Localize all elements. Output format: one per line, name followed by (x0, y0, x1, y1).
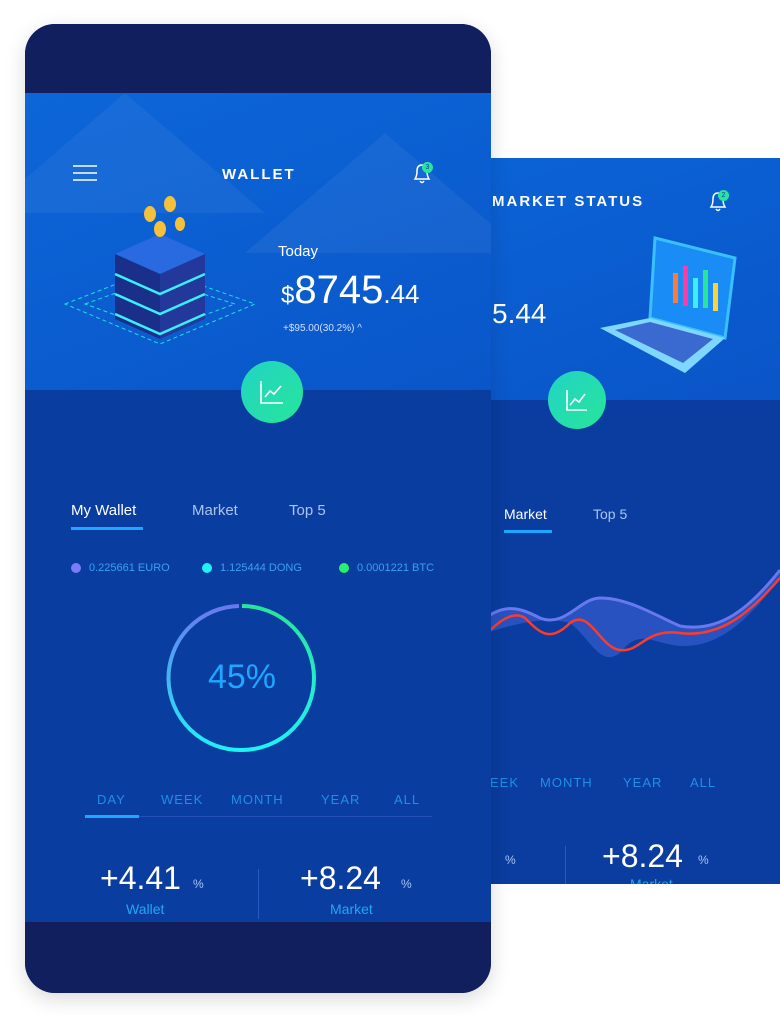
stat-market-label: Market (630, 876, 673, 884)
period-month[interactable]: MONTH (231, 792, 284, 807)
legend-dot (339, 563, 349, 573)
stat-unit: % (505, 853, 516, 867)
notification-badge: 3 (422, 162, 433, 173)
series-line-red (470, 577, 780, 654)
balance: $ 8745 .44 (281, 268, 420, 313)
bg-shape (245, 133, 491, 253)
legend-label: 0.0001221 BTC (357, 562, 435, 574)
bottom-bar (25, 922, 491, 993)
tab-top5[interactable]: Top 5 (593, 506, 628, 522)
period-week[interactable]: WEEK (161, 792, 204, 807)
tab-underline (504, 530, 552, 533)
line-chart-icon (566, 390, 587, 411)
donut-arc-right (241, 604, 316, 752)
period-track (85, 816, 432, 817)
balance-integer: 8745 (294, 268, 384, 312)
period-month[interactable]: MONTH (540, 775, 593, 790)
notification-button[interactable]: 2 (706, 188, 730, 219)
period-year[interactable]: YEAR (623, 775, 663, 790)
today-label: Today (278, 243, 319, 260)
stat-market-value: +8.24 (300, 860, 381, 896)
legend-euro: 0.225661 EURO (71, 562, 170, 574)
notification-badge: 2 (718, 190, 729, 201)
chart-button[interactable] (241, 361, 303, 423)
period-all[interactable]: ALL (690, 775, 717, 790)
legend-label: 1.125444 DONG (220, 562, 302, 574)
line-chart-icon (260, 381, 283, 404)
tab-underline (71, 527, 143, 530)
tab-market[interactable]: Market (192, 502, 238, 519)
progress-label: 45% (207, 658, 277, 696)
legend-dong: 1.125444 DONG (202, 562, 302, 574)
market-line-chart (470, 569, 780, 658)
chart-area (470, 570, 780, 658)
series-line-purple (470, 569, 780, 634)
stat-market-label: Market (330, 901, 373, 917)
period-year[interactable]: YEAR (321, 792, 361, 807)
tab-market[interactable]: Market (504, 506, 547, 522)
notification-button[interactable]: 3 (410, 160, 434, 191)
market-status-screen: MARKET STATUS 2 5.44 Market Top 5 EEK MO… (470, 158, 780, 884)
tab-my-wallet[interactable]: My Wallet (71, 502, 137, 519)
arrow-up-icon: ^ (357, 323, 362, 334)
stat-wallet-unit: % (193, 877, 204, 891)
legend-label: 0.225661 EURO (89, 562, 170, 574)
balance-fragment: 5.44 (492, 298, 547, 329)
wallet-title: WALLET (222, 166, 296, 183)
balance-change: +$95.00(30.2%) ^ (283, 323, 362, 334)
chart-button[interactable] (548, 371, 606, 429)
balance-decimal: .44 (383, 279, 420, 309)
server-coins-illustration (63, 196, 257, 345)
menu-button[interactable] (73, 164, 97, 187)
bg-shape (25, 93, 265, 213)
tab-top5[interactable]: Top 5 (289, 502, 326, 519)
currency-symbol: $ (281, 282, 295, 309)
legend-btc: 0.0001221 BTC (339, 562, 434, 574)
wallet-screen: WALLET 3 Today $ 8745 .44 +$95.00(30.2%)… (25, 24, 491, 993)
stat-market-unit: % (698, 853, 709, 867)
status-bar (25, 24, 491, 93)
stat-divider (565, 846, 566, 884)
stat-divider (258, 869, 259, 919)
stat-wallet-label: Wallet (126, 901, 165, 917)
wallet-header (25, 93, 491, 390)
laptop-illustration (600, 236, 737, 373)
period-day[interactable]: DAY (97, 792, 126, 807)
market-title: MARKET STATUS (492, 193, 645, 210)
progress-donut (166, 604, 316, 753)
legend-dot (202, 563, 212, 573)
period-underline (85, 815, 139, 818)
period-all[interactable]: ALL (394, 792, 421, 807)
donut-arc-left (166, 604, 243, 753)
period-week[interactable]: EEK (490, 775, 520, 790)
legend-dot (71, 563, 81, 573)
stat-market-unit: % (401, 877, 412, 891)
stat-wallet-value: +4.41 (100, 860, 181, 896)
stat-market-value: +8.24 (602, 838, 683, 874)
hamburger-icon (73, 165, 97, 181)
change-text: +$95.00(30.2%) (283, 323, 355, 334)
